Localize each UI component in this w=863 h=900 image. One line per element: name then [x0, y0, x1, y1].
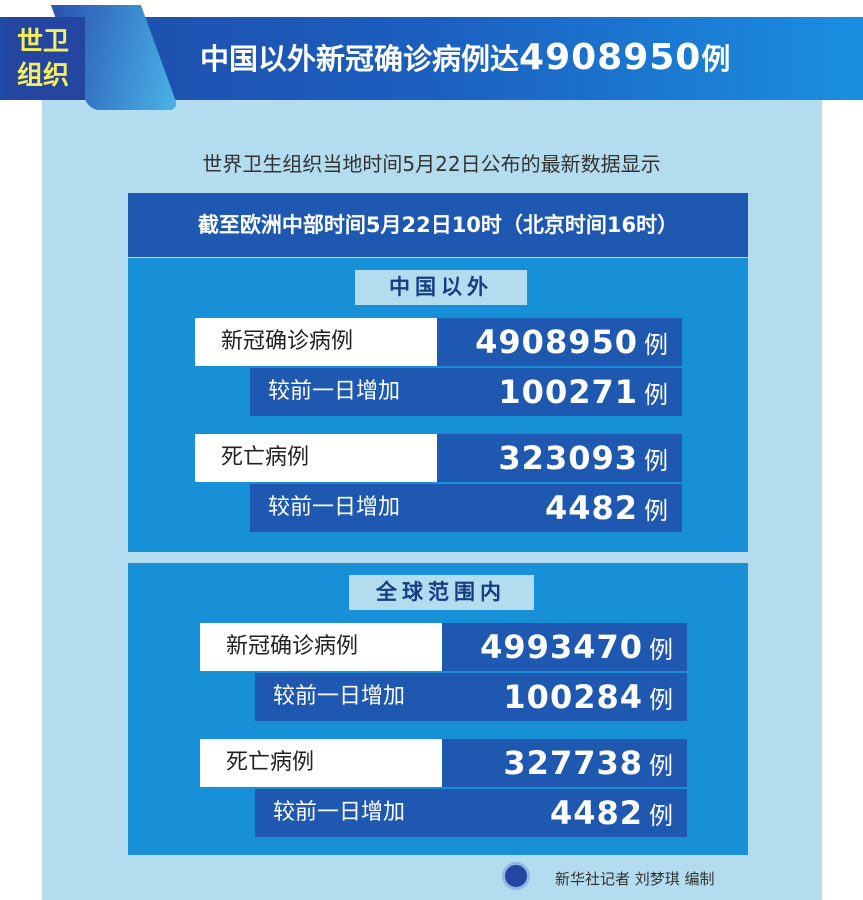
increase-number: 4482: [549, 794, 643, 832]
row-label: 死亡病例: [195, 434, 437, 482]
subtitle: 世界卫生组织当地时间5月22日公布的最新数据显示: [202, 152, 661, 176]
increase-value: 100271 例: [437, 368, 682, 416]
row-value: 4993470 例: [442, 623, 687, 671]
row-value: 323093 例: [437, 434, 682, 482]
increase-value: 4482 例: [437, 484, 682, 532]
page-title: 中国以外新冠确诊病例达4908950例: [200, 36, 730, 78]
badge-line-1: 世卫: [17, 27, 70, 57]
title-unit: 例: [701, 42, 731, 76]
credit: 新华社记者 刘梦琪 编制: [555, 870, 715, 888]
xinhua-logo-icon: [502, 862, 530, 890]
row-label: 死亡病例: [200, 739, 442, 787]
value-number: 4908950: [475, 323, 638, 361]
increase-unit: 例: [644, 497, 668, 525]
increase-unit: 例: [649, 686, 673, 714]
increase-unit: 例: [644, 381, 668, 409]
who-badge: 世卫 组织: [5, 17, 85, 100]
badge-line-2: 组织: [17, 61, 70, 91]
value-unit: 例: [644, 331, 668, 359]
row-label: 新冠确诊病例: [200, 623, 442, 671]
value-unit: 例: [649, 636, 673, 664]
increase-label: 较前一日增加: [255, 789, 442, 837]
title-number: 4908950: [519, 37, 702, 78]
value-number: 327738: [503, 744, 643, 782]
row-label: 新冠确诊病例: [195, 318, 437, 366]
increase-value: 100284 例: [442, 673, 687, 721]
increase-label: 较前一日增加: [250, 484, 437, 532]
increase-label: 较前一日增加: [250, 368, 437, 416]
increase-unit: 例: [649, 802, 673, 830]
row-value: 327738 例: [442, 739, 687, 787]
section-heading: 中国以外: [355, 270, 527, 305]
value-unit: 例: [649, 752, 673, 780]
value-number: 323093: [498, 439, 638, 477]
title-text: 中国以外新冠确诊病例达: [200, 42, 520, 76]
increase-value: 4482 例: [442, 789, 687, 837]
increase-label: 较前一日增加: [255, 673, 442, 721]
increase-number: 100284: [503, 678, 643, 716]
increase-number: 4482: [544, 489, 638, 527]
value-unit: 例: [644, 447, 668, 475]
value-number: 4993470: [480, 628, 643, 666]
time-bar: 截至欧洲中部时间5月22日10时（北京时间16时）: [128, 193, 748, 257]
row-value: 4908950 例: [437, 318, 682, 366]
increase-number: 100271: [498, 373, 638, 411]
section-heading: 全球范围内: [348, 575, 534, 610]
